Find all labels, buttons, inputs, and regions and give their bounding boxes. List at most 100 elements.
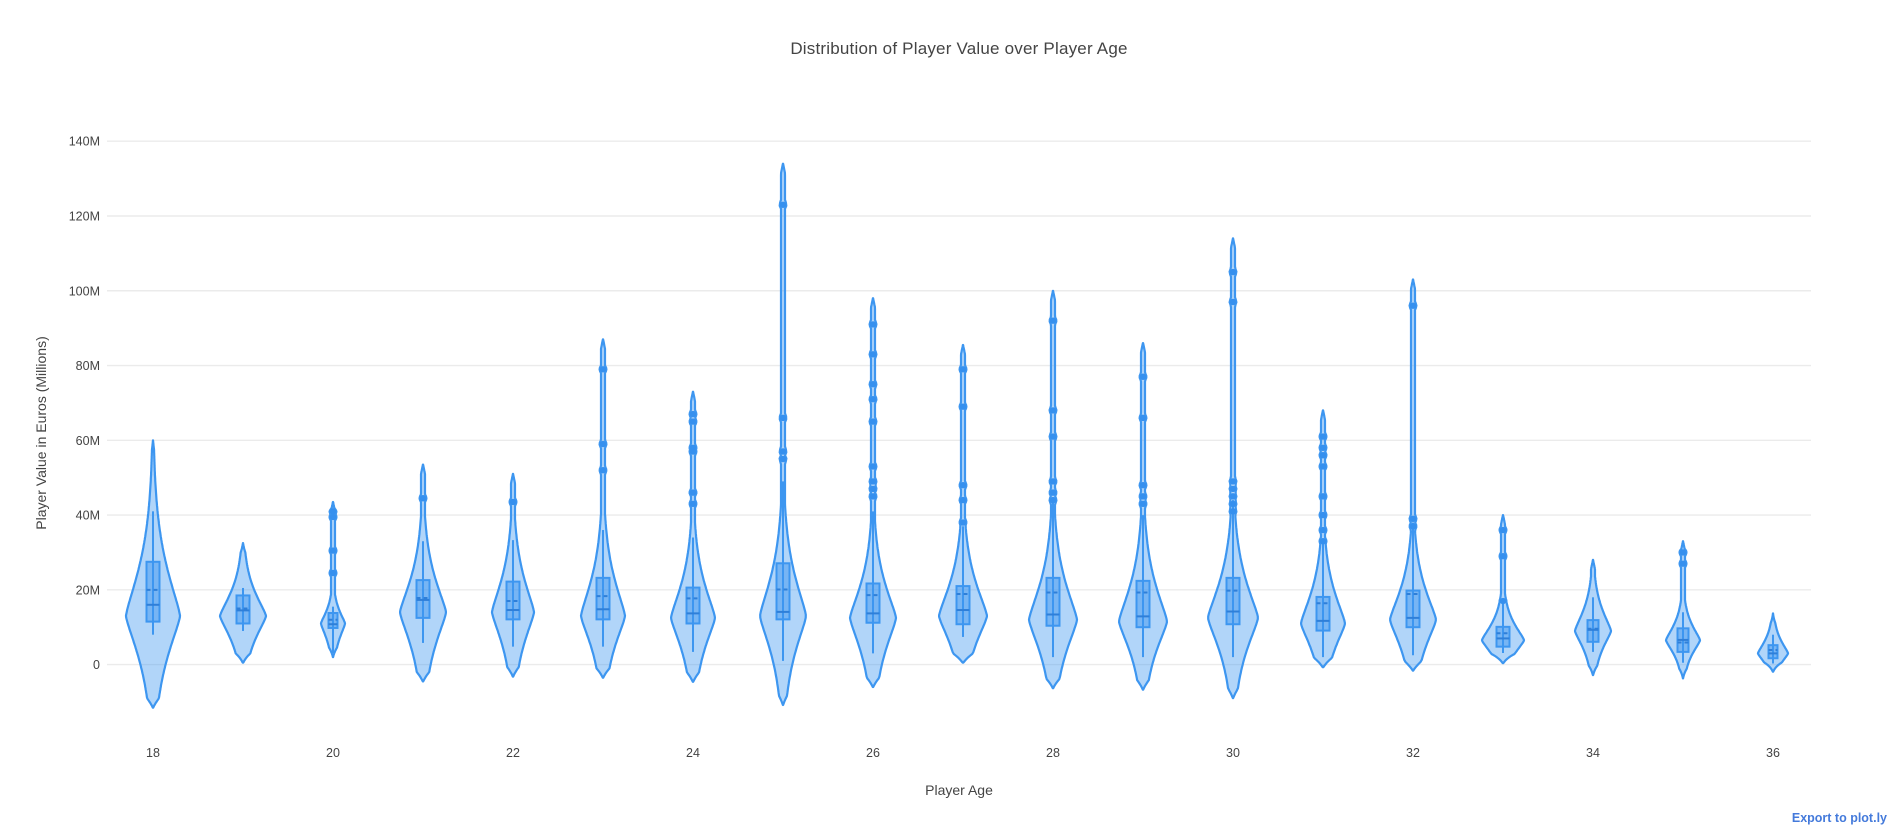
box-rect [1135,579,1151,629]
outlier-point [1229,298,1237,306]
box-rect [595,576,611,621]
outlier-point [1049,407,1057,414]
violin-age-26[interactable] [848,297,898,689]
violin-age-31[interactable] [1300,409,1346,669]
x-tick-label: 36 [1766,746,1780,760]
outlier-point [1319,538,1327,545]
outlier-point [1229,485,1237,493]
outlier-point [1049,496,1057,504]
violin-age-28[interactable] [1027,289,1079,690]
outlier-point [1229,268,1237,276]
violin-age-21[interactable] [399,463,447,683]
violin-age-23[interactable] [579,338,627,679]
outlier-point [779,448,787,455]
outlier-point [1319,433,1327,440]
outlier-point [509,498,517,506]
outlier-point [329,513,337,521]
export-to-plotly-link[interactable]: Export to plot.ly [1791,811,1887,825]
y-tick-label: 120M [69,209,100,223]
box-rect [865,582,881,624]
outlier-point [1319,511,1327,519]
outlier-point [689,448,697,455]
gridlines-group [107,140,1811,666]
violin-shape [848,297,898,689]
outlier-point [1499,597,1507,605]
outlier-point [1679,560,1687,567]
violin-age-27[interactable] [938,343,988,664]
outlier-point [779,201,787,208]
violin-age-35[interactable] [1664,540,1702,680]
x-tick-label: 24 [686,746,700,760]
outlier-point [959,366,967,373]
x-tick-label: 26 [866,746,880,760]
violin-shape [1207,237,1259,700]
box-rect [955,585,971,626]
outlier-point [869,321,877,328]
violin-shape [670,390,716,683]
outlier-point [869,485,877,493]
violin-shape [759,162,807,707]
violin-shape [938,343,988,664]
outlier-point [779,414,787,422]
outlier-point [1319,526,1327,534]
outlier-point [959,403,967,410]
outlier-point [869,478,877,485]
violin-age-36[interactable] [1756,612,1790,673]
violin-shape [319,500,347,659]
y-tick-label: 20M [76,583,100,597]
box-rect [1405,589,1421,629]
outlier-point [1049,317,1057,324]
violin-age-30[interactable] [1207,237,1259,700]
outlier-point [1139,500,1147,508]
outlier-point [1229,493,1237,500]
outlier-point [329,547,337,554]
violin-age-29[interactable] [1118,342,1168,691]
y-tick-label: 60M [76,434,100,448]
outlier-point [869,351,877,358]
violin-age-33[interactable] [1480,514,1526,665]
outlier-point [869,381,877,388]
outlier-point [1049,489,1057,496]
outlier-point [1409,515,1417,523]
x-tick-label: 22 [506,746,520,760]
outlier-point [1679,549,1687,556]
outlier-point [1319,444,1327,451]
box-rect [1495,625,1511,648]
outlier-point [599,440,607,448]
outlier-point [1229,478,1237,485]
outlier-point [1319,463,1327,470]
outlier-point [599,366,607,373]
y-axis-title: Player Value in Euros (Millions) [33,336,49,530]
outlier-point [959,519,967,526]
violin-age-32[interactable] [1389,278,1437,672]
x-tick-label: 20 [326,746,340,760]
violin-age-18[interactable] [124,439,182,709]
y-tick-label: 40M [76,509,100,523]
box-rect [685,586,701,625]
violin-age-20[interactable] [319,500,347,659]
outlier-point [329,508,337,515]
x-tick-label: 28 [1046,746,1060,760]
x-tick-label: 34 [1586,746,1600,760]
outlier-point [869,395,877,403]
violin-age-34[interactable] [1573,558,1613,677]
outlier-point [1319,452,1327,459]
y-axis-ticks: 0 20M 40M 60M 80M 100M 120M 140M [69,135,100,672]
outlier-point [1139,414,1147,422]
violin-age-25[interactable] [759,162,807,707]
violin-age-22[interactable] [490,472,536,678]
outlier-point [689,489,697,496]
outlier-point [779,455,787,463]
outlier-point [419,495,427,502]
outlier-point [329,569,337,577]
violin-age-19[interactable] [218,542,268,664]
y-tick-label: 100M [69,284,100,298]
outlier-point [959,481,967,489]
x-axis-ticks: 18 20 22 24 26 28 30 32 34 36 [146,746,1780,760]
box-rect [1586,619,1600,643]
box-rect [1225,576,1241,626]
outlier-point [599,467,607,474]
outlier-point [1409,523,1417,530]
violin-age-24[interactable] [670,390,716,683]
outlier-point [1229,508,1237,515]
